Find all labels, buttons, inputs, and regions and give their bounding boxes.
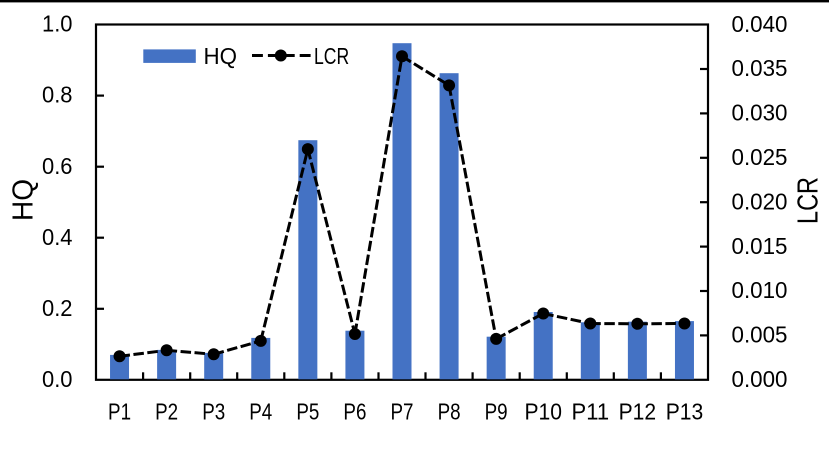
svg-text:0.025: 0.025 <box>732 144 788 170</box>
svg-text:0.005: 0.005 <box>732 322 788 348</box>
svg-text:0.2: 0.2 <box>42 295 73 321</box>
svg-text:P5: P5 <box>296 399 319 425</box>
svg-text:P3: P3 <box>202 399 225 425</box>
svg-text:0.040: 0.040 <box>732 11 788 37</box>
svg-text:0.0: 0.0 <box>42 366 73 392</box>
svg-text:P13: P13 <box>666 399 704 425</box>
svg-text:0.020: 0.020 <box>732 188 788 214</box>
svg-text:HQ: HQ <box>204 43 238 69</box>
svg-text:0.010: 0.010 <box>732 277 788 303</box>
svg-text:P2: P2 <box>155 399 178 425</box>
svg-text:P12: P12 <box>619 399 657 425</box>
svg-text:P11: P11 <box>572 399 610 425</box>
svg-text:LCR: LCR <box>314 43 349 69</box>
svg-text:0.035: 0.035 <box>732 55 788 81</box>
svg-text:P9: P9 <box>485 399 508 425</box>
svg-text:0.030: 0.030 <box>732 100 788 126</box>
svg-text:P10: P10 <box>524 399 562 425</box>
svg-text:0.8: 0.8 <box>42 82 73 108</box>
svg-text:0.6: 0.6 <box>42 153 73 179</box>
svg-text:P1: P1 <box>108 399 131 425</box>
svg-text:HQ: HQ <box>8 179 40 221</box>
svg-text:P4: P4 <box>249 399 272 425</box>
svg-text:P8: P8 <box>438 399 461 425</box>
svg-text:1.0: 1.0 <box>42 11 73 37</box>
svg-text:0.015: 0.015 <box>732 233 788 259</box>
svg-text:0.000: 0.000 <box>732 366 788 392</box>
svg-text:0.4: 0.4 <box>42 224 73 250</box>
svg-text:P6: P6 <box>343 399 366 425</box>
svg-text:P7: P7 <box>391 399 414 425</box>
svg-text:LCR: LCR <box>793 177 825 224</box>
